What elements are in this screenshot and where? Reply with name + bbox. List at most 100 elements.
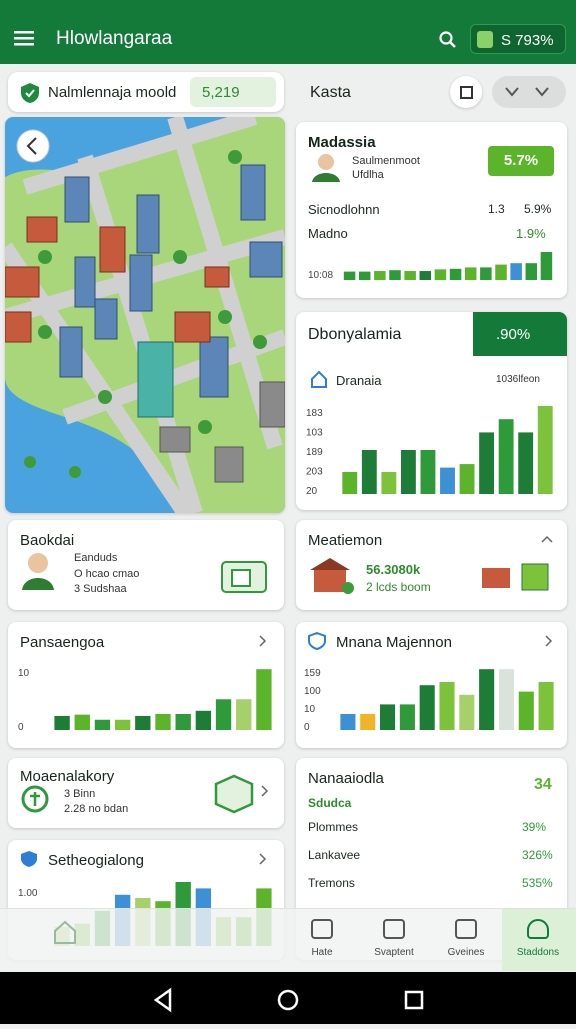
chip-label: Nalmlennaja moold bbox=[48, 84, 177, 101]
dbony-card[interactable]: Dbonyalamia .90% Dranaia 1036lfeon 183 10… bbox=[296, 312, 567, 510]
search-chip[interactable]: Nalmlennaja moold 5,219 bbox=[8, 72, 284, 112]
nav-label: Hate bbox=[311, 947, 333, 958]
bar bbox=[434, 269, 447, 280]
row-label: Plommes bbox=[308, 820, 359, 834]
y-tick-label: 20 bbox=[306, 486, 318, 497]
metric-sub: 2 lcds boom bbox=[366, 580, 431, 594]
box-icon bbox=[214, 774, 269, 814]
bar bbox=[74, 714, 90, 730]
y-tick-label: 0 bbox=[304, 722, 310, 733]
bar bbox=[498, 419, 514, 494]
chart-label: 10:08 bbox=[308, 270, 333, 281]
bar bbox=[404, 271, 416, 280]
meatiemon-card[interactable]: Meatiemon 56.3080k 2 lcds boom bbox=[296, 520, 567, 610]
row-value: 326% bbox=[522, 848, 553, 862]
bar bbox=[342, 472, 358, 494]
map-image bbox=[5, 117, 285, 513]
bar bbox=[381, 472, 397, 494]
y-tick-label: 183 bbox=[306, 408, 323, 419]
bar bbox=[358, 271, 371, 280]
chevron-toggle[interactable] bbox=[492, 76, 566, 108]
bar bbox=[439, 682, 455, 730]
y-tick-label: 10 bbox=[304, 704, 316, 715]
shop-icon bbox=[221, 561, 267, 593]
mini-chart: 10:08 bbox=[308, 252, 553, 281]
y-tick-label: 103 bbox=[306, 428, 323, 439]
card-title: Baokdai bbox=[20, 532, 75, 549]
bar bbox=[374, 271, 386, 280]
bar-chart: 183 103 189 203 20 bbox=[306, 406, 553, 497]
bar bbox=[256, 669, 272, 730]
avatar bbox=[312, 154, 340, 182]
nav-icon[interactable] bbox=[527, 919, 549, 939]
row-value: 535% bbox=[522, 876, 553, 890]
nav-icon[interactable] bbox=[311, 919, 333, 939]
bar bbox=[518, 432, 534, 494]
shield-icon bbox=[308, 632, 326, 650]
bar bbox=[479, 669, 495, 730]
baokdai-card[interactable]: Baokdai Eanduds O hcao cmao 3 Sudshaa bbox=[8, 520, 284, 610]
bar bbox=[343, 271, 356, 280]
metric-value: 34 bbox=[534, 776, 552, 793]
nav-label: Svaptent bbox=[374, 947, 414, 958]
sub-title: Dranaia bbox=[336, 373, 382, 388]
row-value: 5.9% bbox=[524, 202, 552, 216]
nav-label: Gveines bbox=[447, 947, 485, 958]
app-title: Hlowlangaraa bbox=[56, 28, 173, 49]
badge-text: S 793% bbox=[501, 32, 554, 49]
pansaengoa-card[interactable]: Pansaengoa 10 0 bbox=[8, 622, 284, 748]
bar bbox=[540, 252, 553, 280]
bar bbox=[419, 685, 435, 730]
bar bbox=[195, 710, 212, 730]
bar bbox=[340, 714, 356, 730]
madassia-card[interactable]: Madassia Saulmenmoot Ufdlha 5.7% Sicnodl… bbox=[296, 122, 567, 298]
row-icon-text: 1.3 bbox=[488, 202, 505, 216]
bar-chart: 10 0 bbox=[18, 668, 272, 733]
bar bbox=[361, 450, 377, 494]
moaen-card[interactable]: Moaenalakory 3 Binn 2.28 no bdan bbox=[8, 758, 284, 828]
map[interactable] bbox=[5, 117, 285, 513]
card-title: Nanaaiodla bbox=[308, 770, 384, 787]
sub-meta: 1036lfeon bbox=[496, 374, 540, 385]
app-bar: Hlowlangaraa S 793% bbox=[0, 0, 576, 64]
bar bbox=[480, 267, 492, 280]
detail-text: Saulmenmoot bbox=[352, 155, 420, 167]
card-title: Setheogialong bbox=[48, 852, 144, 869]
bar bbox=[400, 450, 416, 494]
metric-sub: Sdudca bbox=[308, 796, 352, 810]
balance-badge[interactable]: S 793% bbox=[470, 24, 566, 54]
system-nav bbox=[0, 972, 576, 1024]
bar bbox=[518, 691, 534, 730]
section-title: Kasta bbox=[310, 84, 351, 101]
bar bbox=[449, 268, 462, 280]
square-button[interactable] bbox=[450, 76, 482, 108]
bar bbox=[175, 714, 191, 730]
mnana-card[interactable]: Mnana Majennon 159 100 10 0 bbox=[296, 622, 567, 748]
menu-icon[interactable] bbox=[14, 30, 38, 48]
row-label: Lankavee bbox=[308, 848, 361, 862]
bar bbox=[498, 669, 514, 730]
detail-text: 3 Sudshaa bbox=[74, 583, 127, 595]
house-icon bbox=[310, 558, 354, 594]
building-icons bbox=[482, 563, 549, 591]
y-tick-label: 100 bbox=[304, 686, 321, 697]
y-tick-label: 203 bbox=[306, 467, 323, 478]
y-tick-label: 159 bbox=[304, 668, 321, 679]
bar bbox=[236, 699, 252, 730]
bottom-nav: Hate Svaptent Gveines Staddons bbox=[0, 908, 576, 971]
bar bbox=[380, 704, 396, 730]
bar bbox=[215, 699, 232, 730]
nav-icon[interactable] bbox=[455, 919, 477, 939]
row-label: Madno bbox=[308, 226, 348, 241]
bar bbox=[464, 267, 477, 280]
avatar bbox=[22, 553, 54, 590]
bar bbox=[440, 467, 455, 494]
card-title: Dbonyalamia bbox=[308, 326, 402, 343]
bar bbox=[420, 450, 436, 494]
nav-icon[interactable] bbox=[383, 919, 405, 939]
search-icon[interactable] bbox=[438, 30, 458, 50]
row-label: Tremons bbox=[308, 876, 355, 890]
y-tick-label: 0 bbox=[18, 722, 24, 733]
